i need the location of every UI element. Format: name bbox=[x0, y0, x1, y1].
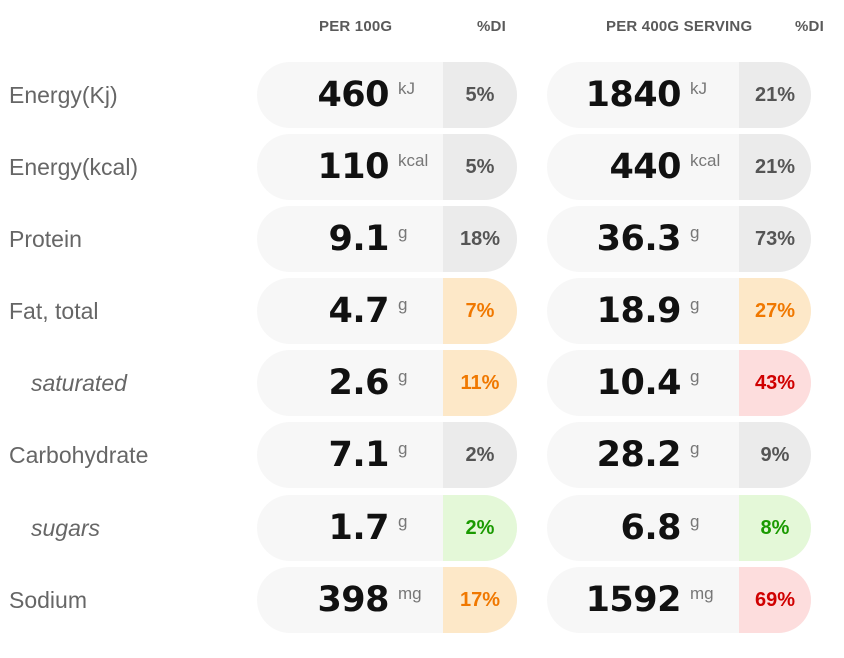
per-100g-cell: 4.7 g 7% bbox=[257, 278, 517, 344]
header-di-per-100g: %DI bbox=[477, 18, 506, 35]
per-serving-di-badge: 43% bbox=[739, 350, 811, 416]
per-100g-cell: 398 mg 17% bbox=[257, 567, 517, 633]
header-di-per-serving: %DI bbox=[795, 18, 824, 35]
per-100g-cell: 7.1 g 2% bbox=[257, 422, 517, 488]
per-100g-value: 4.7 bbox=[328, 291, 389, 331]
per-100g-unit: g bbox=[398, 367, 408, 386]
per-serving-unit: mg bbox=[690, 584, 714, 603]
per-100g-di-badge: 11% bbox=[443, 350, 517, 416]
per-100g-unit: kcal bbox=[398, 151, 429, 170]
nutrient-label: saturated bbox=[31, 369, 127, 396]
per-100g-di-badge: 2% bbox=[443, 495, 517, 561]
per-100g-cell: 460 kJ 5% bbox=[257, 62, 517, 128]
per-serving-di-badge: 9% bbox=[739, 422, 811, 488]
per-100g-cell: 9.1 g 18% bbox=[257, 206, 517, 272]
nutrient-row: Fat, total 4.7 g 7% 18.9 g 27% bbox=[0, 278, 844, 344]
nutrient-row: Energy(kcal) 110 kcal 5% 440 kcal 21% bbox=[0, 134, 844, 200]
nutrient-label: Energy(kcal) bbox=[9, 153, 139, 180]
header-per-100g: PER 100G bbox=[319, 18, 393, 35]
per-serving-value: 18.9 bbox=[596, 291, 682, 331]
nutrient-label: Sodium bbox=[9, 586, 87, 613]
per-serving-value: 36.3 bbox=[596, 219, 682, 259]
per-serving-unit: kJ bbox=[690, 79, 707, 98]
per-100g-unit: g bbox=[398, 439, 408, 458]
per-100g-di-badge: 2% bbox=[443, 422, 517, 488]
per-serving-unit: g bbox=[690, 439, 700, 458]
per-serving-cell: 440 kcal 21% bbox=[547, 134, 811, 200]
nutrient-row: sugars 1.7 g 2% 6.8 g 8% bbox=[0, 495, 844, 561]
per-100g-unit: mg bbox=[398, 584, 422, 603]
per-serving-cell: 6.8 g 8% bbox=[547, 495, 811, 561]
per-serving-di-badge: 69% bbox=[739, 567, 811, 633]
per-100g-di-badge: 5% bbox=[443, 62, 517, 128]
per-serving-di-badge: 73% bbox=[739, 206, 811, 272]
per-serving-unit: g bbox=[690, 512, 700, 531]
nutrient-label: Carbohydrate bbox=[9, 441, 149, 468]
per-serving-value: 10.4 bbox=[596, 363, 682, 403]
nutrient-label: Energy(Kj) bbox=[9, 81, 118, 108]
per-serving-cell: 18.9 g 27% bbox=[547, 278, 811, 344]
nutrient-row: Sodium 398 mg 17% 1592 mg 69% bbox=[0, 567, 844, 633]
per-serving-cell: 28.2 g 9% bbox=[547, 422, 811, 488]
per-serving-cell: 1592 mg 69% bbox=[547, 567, 811, 633]
per-100g-value: 110 bbox=[317, 147, 389, 187]
nutrient-row: Energy(Kj) 460 kJ 5% 1840 kJ 21% bbox=[0, 62, 844, 128]
nutrient-row: saturated 2.6 g 11% 10.4 g 43% bbox=[0, 350, 844, 416]
per-serving-cell: 10.4 g 43% bbox=[547, 350, 811, 416]
per-100g-value: 398 bbox=[317, 580, 389, 620]
nutrient-row: Carbohydrate 7.1 g 2% 28.2 g 9% bbox=[0, 422, 844, 488]
per-100g-di-badge: 17% bbox=[443, 567, 517, 633]
per-100g-unit: kJ bbox=[398, 79, 415, 98]
per-serving-value: 1592 bbox=[585, 580, 682, 620]
per-100g-value: 7.1 bbox=[328, 435, 389, 475]
per-serving-di-badge: 21% bbox=[739, 62, 811, 128]
nutrient-row: Protein 9.1 g 18% 36.3 g 73% bbox=[0, 206, 844, 272]
per-serving-cell: 36.3 g 73% bbox=[547, 206, 811, 272]
per-100g-di-badge: 7% bbox=[443, 278, 517, 344]
per-100g-cell: 110 kcal 5% bbox=[257, 134, 517, 200]
per-100g-value: 460 bbox=[317, 75, 389, 115]
per-serving-value: 6.8 bbox=[620, 508, 681, 548]
nutrient-label: Protein bbox=[9, 225, 82, 252]
per-serving-unit: g bbox=[690, 223, 700, 242]
per-100g-di-badge: 5% bbox=[443, 134, 517, 200]
per-serving-unit: kcal bbox=[690, 151, 721, 170]
per-serving-cell: 1840 kJ 21% bbox=[547, 62, 811, 128]
per-serving-value: 28.2 bbox=[596, 435, 682, 475]
per-100g-di-badge: 18% bbox=[443, 206, 517, 272]
per-serving-di-badge: 27% bbox=[739, 278, 811, 344]
nutrient-label: sugars bbox=[31, 514, 101, 541]
per-serving-value: 1840 bbox=[585, 75, 682, 115]
per-100g-value: 1.7 bbox=[328, 508, 389, 548]
per-serving-unit: g bbox=[690, 367, 700, 386]
per-serving-value: 440 bbox=[609, 147, 681, 187]
per-100g-cell: 2.6 g 11% bbox=[257, 350, 517, 416]
nutrient-label: Fat, total bbox=[9, 297, 99, 324]
per-100g-cell: 1.7 g 2% bbox=[257, 495, 517, 561]
per-serving-di-badge: 8% bbox=[739, 495, 811, 561]
per-100g-value: 9.1 bbox=[328, 219, 389, 259]
header-per-serving: PER 400G SERVING bbox=[606, 18, 753, 35]
per-serving-unit: g bbox=[690, 295, 700, 314]
per-100g-unit: g bbox=[398, 512, 408, 531]
per-100g-unit: g bbox=[398, 295, 408, 314]
per-serving-di-badge: 21% bbox=[739, 134, 811, 200]
per-100g-unit: g bbox=[398, 223, 408, 242]
per-100g-value: 2.6 bbox=[328, 363, 389, 403]
